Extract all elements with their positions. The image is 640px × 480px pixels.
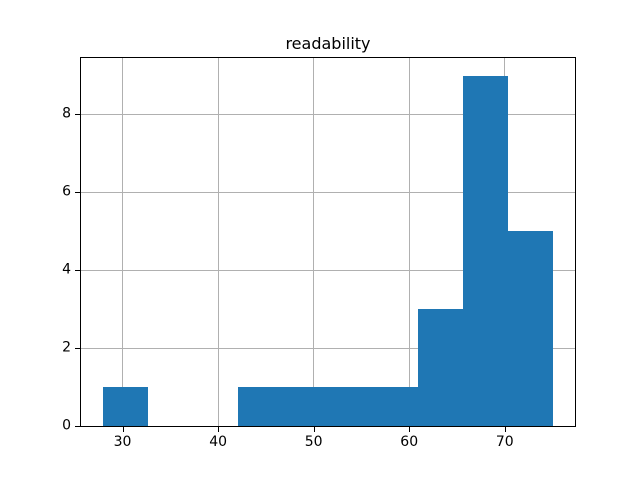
plot-area [80,57,576,427]
histogram-bar [462,75,508,426]
x-tick [122,427,124,432]
y-tick [75,426,80,427]
x-tick [409,427,411,432]
x-tick [313,427,315,432]
y-tick [75,192,80,194]
y-gridline [81,347,575,349]
y-gridline [81,191,575,193]
histogram-bar [372,387,418,426]
x-gridline [122,58,124,426]
x-gridline [217,58,219,426]
y-tick-label: 4 [62,261,71,278]
x-tick [504,427,506,432]
y-gridline [81,269,575,271]
y-tick [75,114,80,116]
y-tick-label: 6 [62,183,71,200]
y-gridline [81,113,575,115]
x-tick-label: 60 [400,434,419,450]
chart-title: readability [285,34,371,53]
x-tick [218,427,220,432]
histogram-bar [103,387,149,426]
histogram-bar [328,387,373,426]
x-tick-label: 30 [113,434,132,450]
y-tick [75,348,80,350]
x-tick-label: 50 [304,434,323,450]
x-tick-label: 70 [495,434,514,450]
y-tick-label: 2 [62,339,71,356]
y-tick [75,270,80,272]
x-tick-label: 40 [209,434,228,450]
histogram-bar [283,387,328,426]
y-tick-label: 0 [62,417,71,434]
histogram-bar [417,309,463,426]
x-gridline [313,58,315,426]
histogram-bar [507,231,553,426]
y-tick-label: 8 [62,105,71,122]
histogram-bar [238,387,284,426]
x-gridline [408,58,410,426]
